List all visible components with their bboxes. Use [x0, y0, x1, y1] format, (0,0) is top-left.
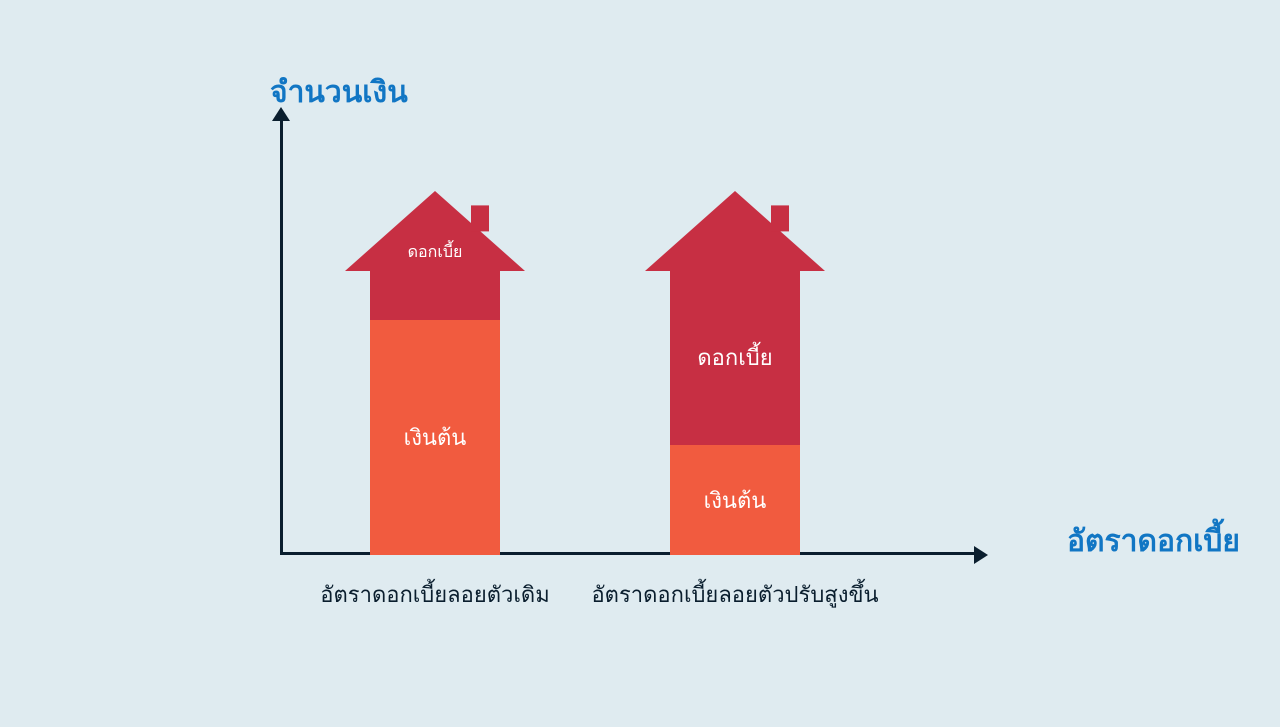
stacked-bar: เงินต้น ดอกเบี้ย: [370, 270, 500, 555]
segment-label: ดอกเบี้ย: [697, 340, 772, 375]
house-roof: ดอกเบี้ย: [345, 191, 525, 271]
chart-stage: จำนวนเงิน อัตราดอกเบี้ย เงินต้น ดอกเบี้ย…: [280, 75, 1030, 625]
house-roof: [645, 191, 825, 271]
segment-label: เงินต้น: [404, 420, 467, 455]
x-axis-title: อัตราดอกเบี้ย: [1067, 518, 1240, 565]
category-label: อัตราดอกเบี้ยลอยตัวเดิม: [320, 577, 549, 612]
bar-column: เงินต้น ดอกเบี้ยอัตราดอกเบี้ยลอยตัวเดิม: [370, 270, 500, 555]
y-axis-arrow-icon: [272, 107, 290, 121]
category-label: อัตราดอกเบี้ยลอยตัวปรับสูงขึ้น: [591, 577, 878, 612]
bar-segment-interest: [370, 270, 500, 320]
bar-segment-interest: ดอกเบี้ย: [670, 270, 800, 445]
stacked-bar: ดอกเบี้ยเงินต้น: [670, 270, 800, 555]
bars-container: เงินต้น ดอกเบี้ยอัตราดอกเบี้ยลอยตัวเดิม ด…: [280, 125, 980, 555]
bar-segment-principal: เงินต้น: [670, 445, 800, 555]
house-roof-icon: [645, 191, 825, 271]
y-axis-title: จำนวนเงิน: [270, 69, 408, 116]
bar-column: ดอกเบี้ยเงินต้น อัตราดอกเบี้ยลอยตัวปรับส…: [670, 270, 800, 555]
bar-segment-principal: เงินต้น: [370, 320, 500, 555]
segment-label: เงินต้น: [704, 483, 767, 518]
segment-label: ดอกเบี้ย: [408, 240, 463, 265]
